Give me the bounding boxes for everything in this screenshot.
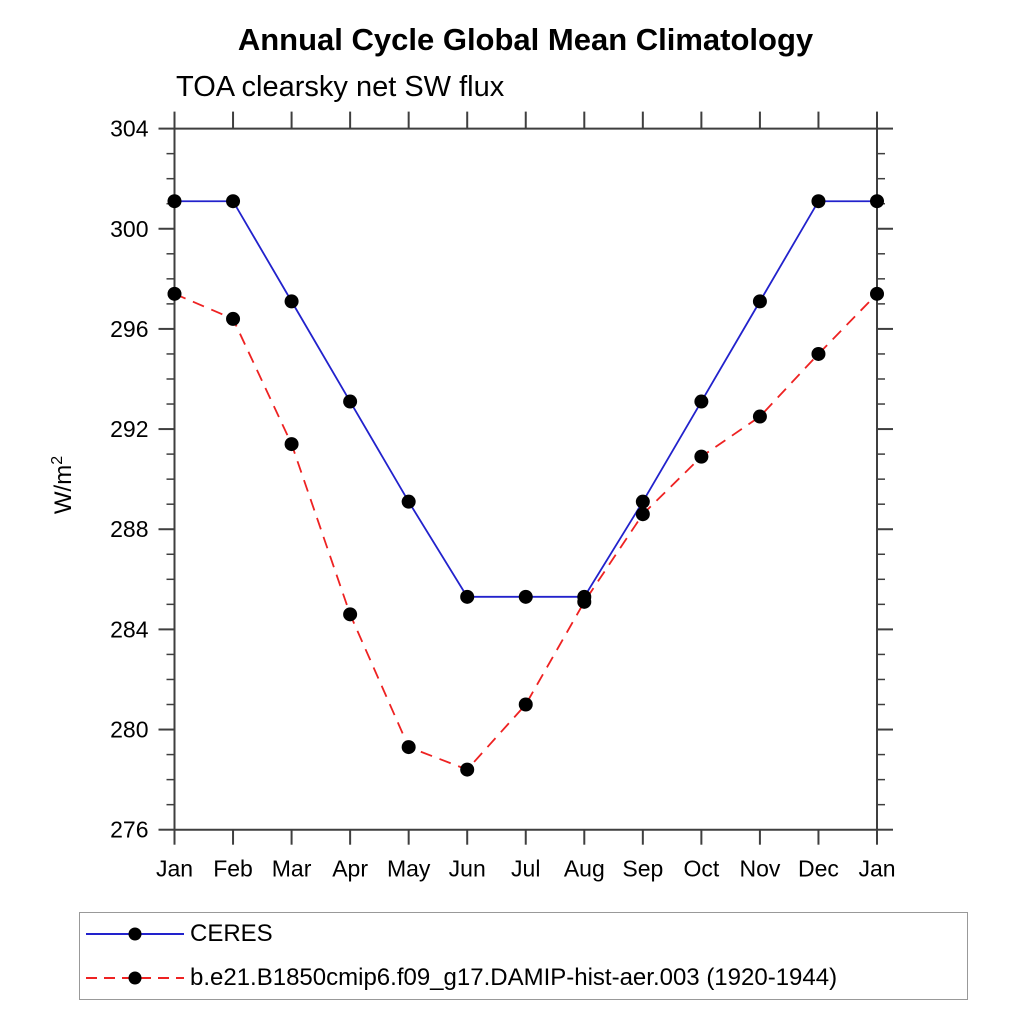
legend-line-sample-solid: [86, 927, 184, 941]
data-point-model-0: [167, 286, 182, 301]
data-point-model-11: [811, 346, 826, 361]
x-tick-label: Jan: [156, 856, 193, 882]
data-point-ceres-1: [226, 194, 241, 209]
legend-line-sample-dashed: [86, 971, 184, 985]
legend-dot-marker: [128, 971, 142, 985]
y-tick-label: 280: [110, 717, 148, 743]
data-point-ceres-5: [460, 589, 475, 604]
x-tick-label: Apr: [332, 856, 368, 882]
x-tick-label: Oct: [683, 856, 719, 882]
data-point-model-6: [518, 697, 533, 712]
data-point-ceres-3: [343, 394, 358, 409]
legend-dot-marker: [128, 927, 142, 941]
y-tick-label: 300: [110, 216, 148, 242]
x-tick-label: Jun: [449, 856, 486, 882]
x-tick-label: Jan: [858, 856, 895, 882]
data-point-ceres-6: [518, 589, 533, 604]
x-tick-label: Dec: [798, 856, 839, 882]
data-point-ceres-2: [284, 294, 299, 309]
data-point-model-4: [401, 740, 416, 755]
data-point-model-8: [635, 507, 650, 522]
data-point-ceres-0: [167, 194, 182, 209]
x-tick-label: Nov: [739, 856, 780, 882]
y-tick-label: 292: [110, 416, 148, 442]
x-tick-label: Aug: [564, 856, 605, 882]
data-point-ceres-10: [752, 294, 767, 309]
x-tick-label: Jul: [511, 856, 540, 882]
data-point-model-5: [460, 762, 475, 777]
data-point-model-1: [226, 311, 241, 326]
data-point-ceres-11: [811, 194, 826, 209]
y-tick-label: 288: [110, 516, 148, 542]
x-tick-label: Feb: [213, 856, 253, 882]
x-tick-label: Mar: [272, 856, 312, 882]
data-point-model-10: [752, 409, 767, 424]
legend-label-ceres: CERES: [190, 920, 273, 947]
legend-entry-model: b.e21.B1850cmip6.f09_g17.DAMIP-hist-aer.…: [85, 964, 838, 991]
data-point-ceres-4: [401, 494, 416, 509]
data-point-model-7: [577, 594, 592, 609]
plot-frame: [173, 127, 878, 831]
data-point-model-2: [284, 437, 299, 452]
data-point-model-12: [870, 286, 884, 301]
chart-title: Annual Cycle Global Mean Climatology: [237, 22, 814, 57]
data-point-model-9: [694, 449, 709, 464]
data-point-model-3: [343, 607, 358, 622]
y-tick-label: 276: [110, 817, 148, 843]
y-tick-label: 304: [110, 116, 149, 142]
x-tick-label: Sep: [622, 856, 663, 882]
legend-label-model: b.e21.B1850cmip6.f09_g17.DAMIP-hist-aer.…: [190, 964, 838, 991]
series-line-ceres: [174, 200, 877, 598]
legend-box: CERES b.e21.B1850cmip6.f09_g17.DAMIP-his…: [79, 912, 968, 1000]
data-point-ceres-12: [870, 194, 884, 209]
x-tick-label: May: [387, 856, 431, 882]
data-point-ceres-8: [635, 494, 650, 509]
data-point-ceres-9: [694, 394, 709, 409]
legend-entry-ceres: CERES: [85, 920, 273, 947]
chart-subtitle: TOA clearsky net SW flux: [176, 71, 505, 103]
y-tick-label: 296: [110, 316, 148, 342]
y-tick-label: 284: [110, 616, 149, 642]
